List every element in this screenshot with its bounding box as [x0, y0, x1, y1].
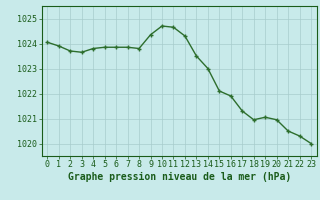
X-axis label: Graphe pression niveau de la mer (hPa): Graphe pression niveau de la mer (hPa)	[68, 172, 291, 182]
